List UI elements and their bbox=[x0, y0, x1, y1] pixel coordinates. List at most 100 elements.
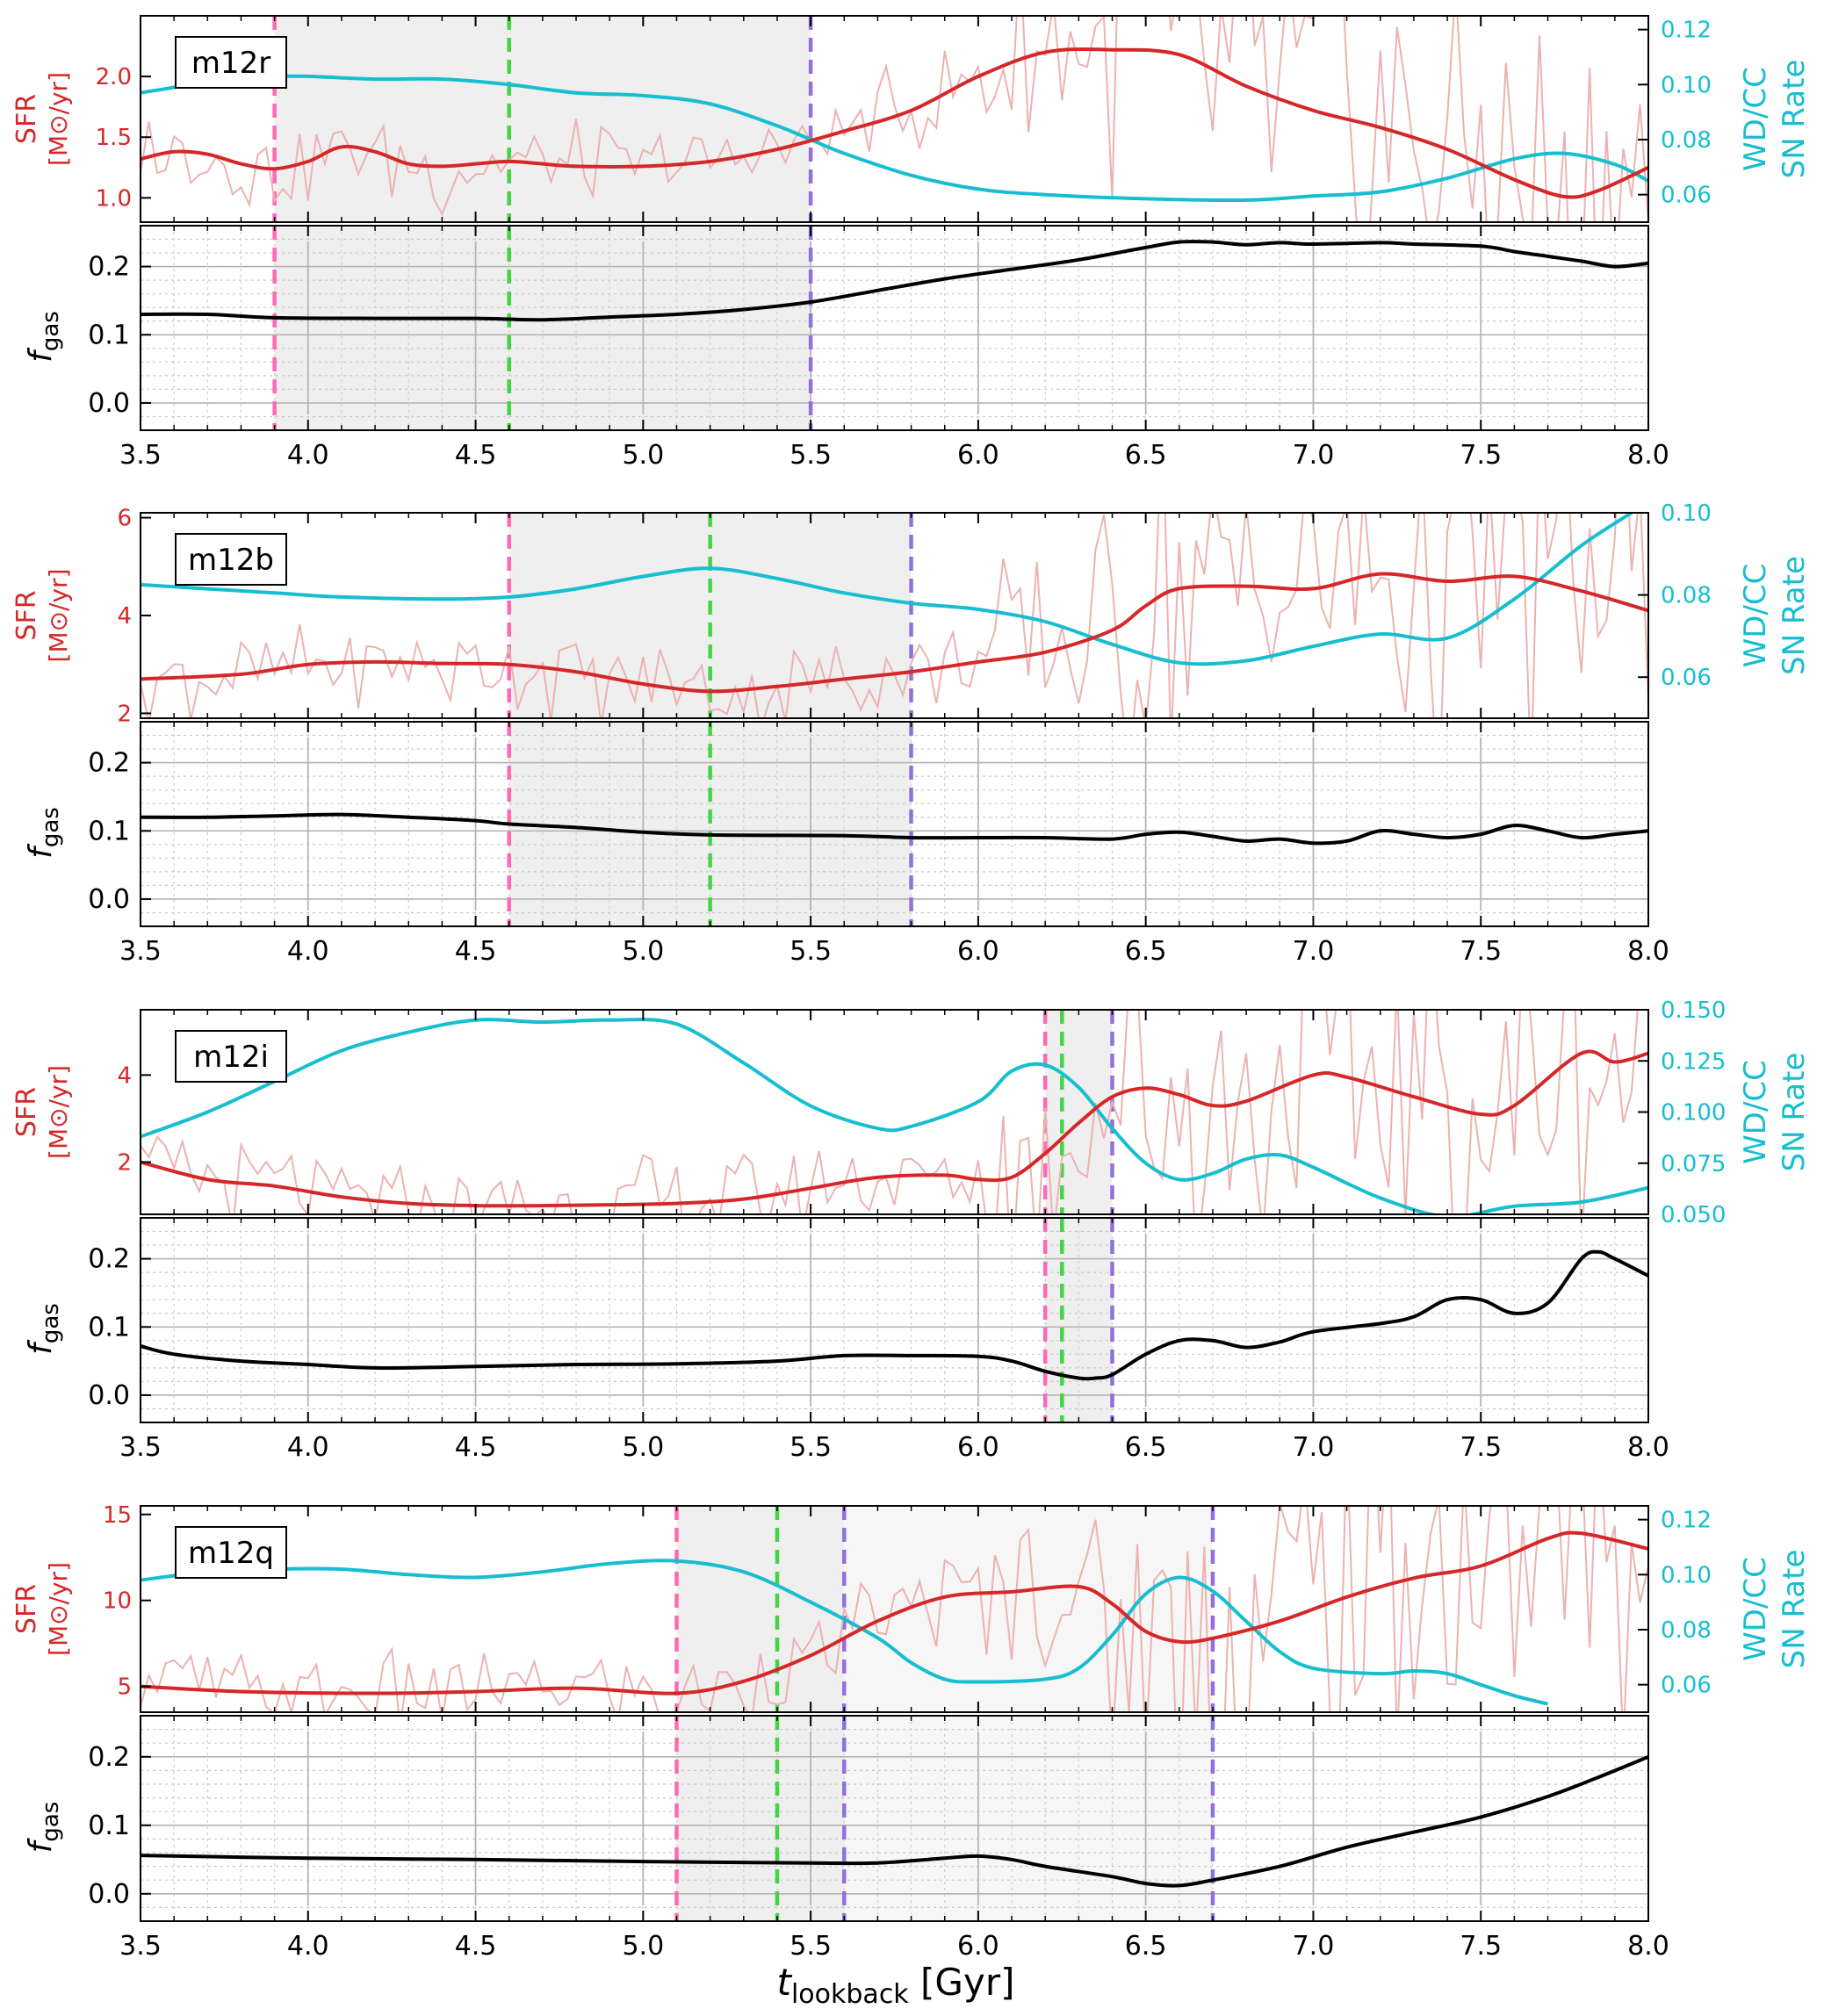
sn-rate-line bbox=[141, 513, 1633, 666]
sfr-tick-label: 4 bbox=[117, 603, 132, 630]
x-ticks: 3.5 4.0 4.5 5.0 5.5 6.0 6.5 7.0 7.5 8.0 bbox=[119, 1506, 1669, 1962]
x-tick-label: 5.0 bbox=[622, 1931, 664, 1962]
shade-top-0 bbox=[1045, 1010, 1113, 1214]
x-tick-label: 5.0 bbox=[622, 440, 664, 471]
panels-group: 3.5 4.0 4.5 5.0 5.5 6.0 6.5 7.0 7.5 8.0 1.0 1.5 2.0 S… bbox=[11, 15, 1812, 1962]
shade-bottom-1 bbox=[844, 1716, 1213, 1921]
sn-axis-label: WD/CC SN Rate bbox=[1738, 60, 1812, 179]
x-tick-label: 3.5 bbox=[119, 936, 162, 967]
x-tick-label: 6.0 bbox=[957, 936, 999, 967]
sn-tick-label: 0.050 bbox=[1661, 1202, 1726, 1228]
sfr-axis-label-line2: [M⊙/yr] bbox=[44, 1562, 73, 1656]
shade-bottom-0 bbox=[274, 226, 811, 430]
fgas-grid bbox=[141, 722, 1648, 926]
panel-m12i: 3.5 4.0 4.5 5.0 5.5 6.0 6.5 7.0 7.5 8.0 2 4 SFR [M⊙/y… bbox=[11, 997, 1812, 1463]
sn-axis: 0.06 0.08 0.10 0.12 WD/CC SN Rate bbox=[1638, 1508, 1812, 1699]
sfr-smooth-line bbox=[141, 572, 1648, 694]
sfr-axis-label: SFR [M⊙/yr] bbox=[11, 1065, 73, 1159]
fgas-tick-label: 0.1 bbox=[88, 320, 130, 350]
sn-tick-label: 0.10 bbox=[1661, 72, 1712, 98]
x-tick-label: 6.5 bbox=[1125, 440, 1167, 471]
sfr-raw-line bbox=[141, 1010, 1639, 1214]
sn-tick-label: 0.150 bbox=[1661, 997, 1726, 1024]
fgas-grid bbox=[141, 1716, 1648, 1921]
panel-name-box: m12r bbox=[175, 36, 287, 89]
panel-name-label: m12i bbox=[193, 1040, 269, 1075]
x-tick-label: 7.5 bbox=[1460, 1931, 1502, 1962]
x-tick-label: 4.0 bbox=[287, 1432, 329, 1463]
sn-axis-label: WD/CC SN Rate bbox=[1738, 1550, 1812, 1669]
fgas-grid bbox=[141, 1218, 1648, 1422]
fgas-line bbox=[141, 1249, 1648, 1381]
x-tick-label: 5.5 bbox=[789, 440, 832, 471]
sn-axis-label-line2: SN Rate bbox=[1777, 1053, 1812, 1172]
fgas-tick-label: 0.2 bbox=[88, 1742, 130, 1773]
x-ticks: 3.5 4.0 4.5 5.0 5.5 6.0 6.5 7.0 7.5 8.0 bbox=[119, 1010, 1669, 1463]
panel-name-box: m12q bbox=[175, 1526, 287, 1579]
sn-axis-label-line2: SN Rate bbox=[1777, 1550, 1812, 1669]
sfr-tick-label: 2 bbox=[117, 701, 132, 727]
sfr-tick-label: 5 bbox=[117, 1674, 132, 1701]
top-axes-frame bbox=[140, 1505, 1649, 1713]
fgas-tick-label: 0.1 bbox=[88, 1811, 130, 1841]
x-tick-label: 6.0 bbox=[957, 440, 999, 471]
event-lines bbox=[1042, 1010, 1114, 1422]
fgas-tick-label: 0.2 bbox=[88, 252, 130, 283]
x-tick-label: 6.5 bbox=[1125, 936, 1167, 967]
sn-tick-label: 0.100 bbox=[1661, 1100, 1726, 1127]
fgas-tick-label: 0.0 bbox=[88, 1380, 130, 1411]
x-tick-label: 7.0 bbox=[1293, 936, 1335, 967]
shade-top-0 bbox=[676, 1506, 845, 1712]
sn-tick-label: 0.10 bbox=[1661, 500, 1712, 527]
panel-name-label: m12b bbox=[188, 543, 274, 578]
fgas-axis: 0.0 0.1 0.2 fgas bbox=[23, 1244, 151, 1411]
sfr-smooth-line bbox=[141, 47, 1648, 199]
fgas-axis-label: fgas bbox=[23, 807, 64, 859]
sfr-axis: 1.0 1.5 2.0 SFR [M⊙/yr] bbox=[11, 64, 151, 212]
fgas-line bbox=[141, 1754, 1648, 1888]
x-tick-label: 5.0 bbox=[622, 936, 664, 967]
sn-axis-label-line1: WD/CC bbox=[1738, 1557, 1773, 1661]
x-tick-label: 7.5 bbox=[1460, 440, 1502, 471]
x-tick-label: 3.5 bbox=[119, 440, 162, 471]
sfr-axis: 2 4 SFR [M⊙/yr] bbox=[11, 1062, 151, 1177]
panel-m12q: 3.5 4.0 4.5 5.0 5.5 6.0 6.5 7.0 7.5 8.0 5 10 15 SFR [M… bbox=[11, 1502, 1812, 1962]
x-tick-label: 6.0 bbox=[957, 1432, 999, 1463]
fgas-axis-label: fgas bbox=[23, 1802, 64, 1854]
x-tick-label: 5.5 bbox=[789, 936, 832, 967]
sn-tick-label: 0.06 bbox=[1661, 1673, 1712, 1699]
x-tick-label: 5.0 bbox=[622, 1432, 664, 1463]
sfr-smooth-line bbox=[141, 1530, 1648, 1696]
sfr-tick-label: 1.0 bbox=[96, 185, 132, 212]
sfr-axis-label-line1: SFR bbox=[11, 1087, 42, 1137]
sn-axis-label-line1: WD/CC bbox=[1738, 67, 1773, 171]
x-tick-label: 6.5 bbox=[1125, 1432, 1167, 1463]
sn-axis-label-line2: SN Rate bbox=[1777, 556, 1812, 675]
sfr-tick-label: 1.5 bbox=[96, 125, 132, 151]
sn-axis-label: WD/CC SN Rate bbox=[1738, 556, 1812, 675]
sn-axis: 0.06 0.08 0.10 WD/CC SN Rate bbox=[1638, 500, 1812, 691]
x-ticks: 3.5 4.0 4.5 5.0 5.5 6.0 6.5 7.0 7.5 8.0 bbox=[119, 16, 1669, 471]
sfr-axis-label-line1: SFR bbox=[11, 590, 42, 640]
sfr-axis-label: SFR [M⊙/yr] bbox=[11, 72, 73, 166]
fgas-tick-label: 0.0 bbox=[88, 884, 130, 915]
sfr-smooth-line bbox=[141, 1049, 1648, 1208]
sn-tick-label: 0.125 bbox=[1661, 1048, 1726, 1075]
sfr-axis-label: SFR [M⊙/yr] bbox=[11, 1562, 73, 1656]
panel-name-frame bbox=[175, 36, 287, 89]
fgas-grid bbox=[141, 226, 1648, 430]
x-tick-label: 4.5 bbox=[455, 440, 497, 471]
sfr-tick-label: 6 bbox=[117, 506, 132, 532]
sn-tick-label: 0.12 bbox=[1661, 1508, 1712, 1534]
sfr-tick-label: 2.0 bbox=[96, 64, 132, 90]
sfr-tick-label: 15 bbox=[103, 1502, 132, 1529]
x-tick-label: 7.0 bbox=[1293, 440, 1335, 471]
sfr-axis: 2 4 6 SFR [M⊙/yr] bbox=[11, 506, 151, 727]
sn-tick-label: 0.12 bbox=[1661, 18, 1712, 44]
sn-tick-label: 0.06 bbox=[1661, 665, 1712, 691]
x-tick-label: 5.5 bbox=[789, 1432, 832, 1463]
sn-axis-label-line1: WD/CC bbox=[1738, 1060, 1773, 1164]
fgas-tick-label: 0.2 bbox=[88, 1244, 130, 1275]
x-tick-label: 5.5 bbox=[789, 1931, 832, 1962]
x-axis-label: tlookback [Gyr] bbox=[777, 1961, 1015, 2010]
